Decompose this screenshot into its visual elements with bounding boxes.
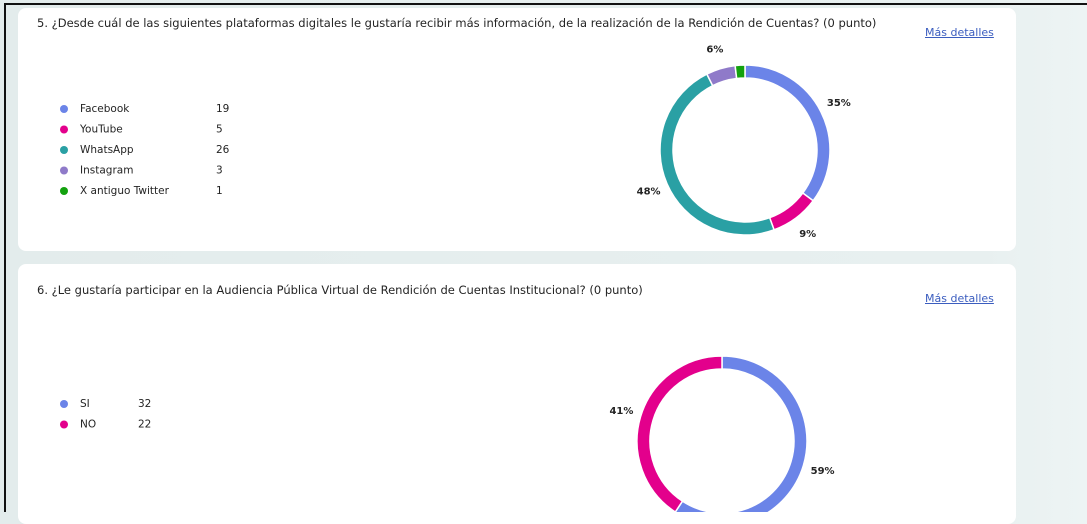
percent-label: 48% [637,187,661,198]
card [18,264,1016,524]
legend-count: 3 [216,165,223,177]
legend-count: 22 [138,419,151,431]
legend-label: Instagram [80,165,133,177]
charts: 35% Facebook 19 9% YouTube 5 48% WhatsApp 26 6% In… [60,44,851,512]
question: 5. ¿Desde cuál de las siguientes platafo… [37,16,877,30]
details-link[interactable]: Más detalles [925,292,994,305]
percent-label: 59% [811,466,835,477]
legend-dot [60,187,68,195]
question: 6. ¿Le gustaría participar en la Audienc… [37,283,643,297]
percent-label: 9% [799,229,816,240]
legend-count: 26 [216,144,230,156]
frame [4,3,1087,512]
legend-dot [60,420,68,429]
legend-label: SI [80,398,90,410]
donut-segment [636,355,723,512]
percent-label: 41% [609,406,633,417]
legend-count: 19 [216,103,229,115]
legend-dot [60,105,68,113]
donut-segment [768,191,815,231]
legend-dot [60,146,68,154]
percent-label: 6% [706,44,723,55]
legend-label: YouTube [79,124,123,136]
donut-segment [659,73,776,236]
donut-segment [744,64,831,202]
legend-count: 1 [216,185,223,197]
percent-label: 35% [827,98,851,109]
legend-label: Facebook [80,103,130,115]
legend-dot [60,400,68,408]
legend-dot [60,125,68,134]
card [18,8,1016,251]
legend-count: 5 [216,124,223,136]
legend-label: NO [80,419,96,431]
legend-count: 32 [138,398,151,410]
donut-segment [705,64,738,87]
details-link[interactable]: Más detalles [925,26,994,39]
legend-dot [60,166,68,175]
donut-segment [734,64,746,80]
page: 5. ¿Desde cuál de las siguientes platafo… [0,0,1087,512]
legend-label: X antiguo Twitter [80,185,170,197]
donut-segment [674,355,808,512]
legend-label: WhatsApp [80,144,134,156]
